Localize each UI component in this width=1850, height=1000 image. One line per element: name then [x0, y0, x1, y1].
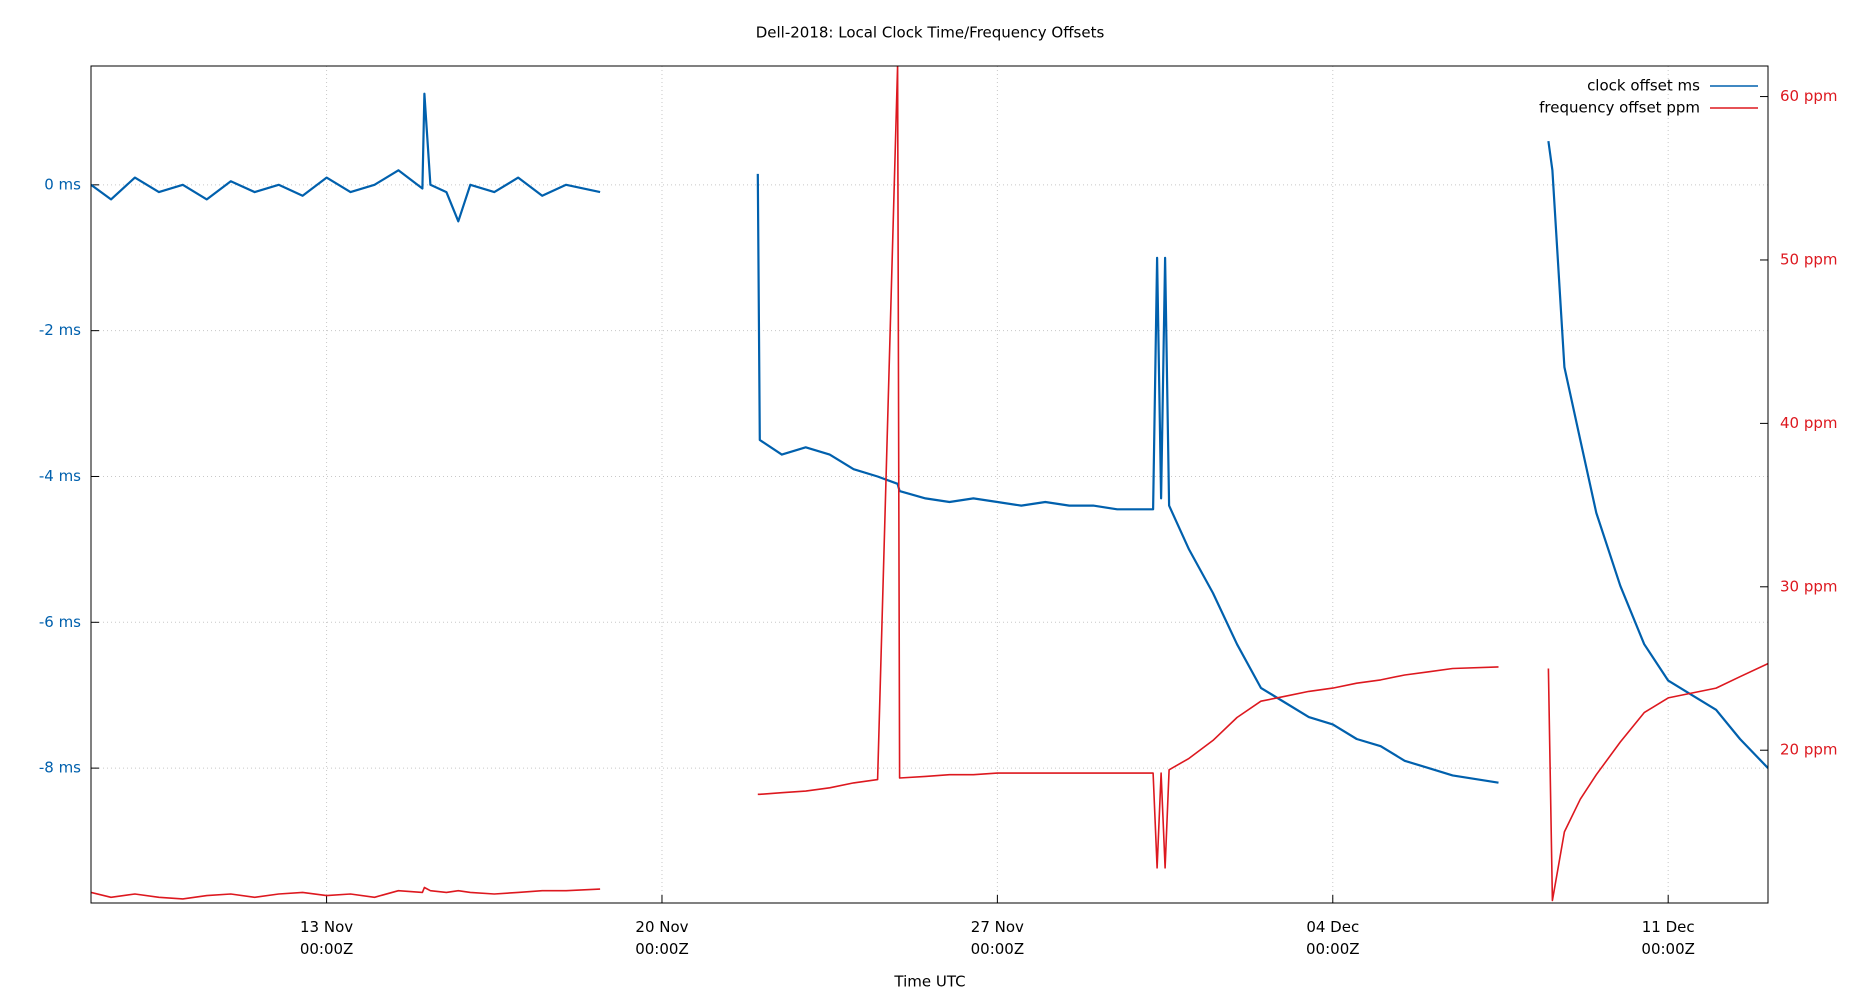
- legend-label: frequency offset ppm: [1539, 99, 1700, 117]
- y-tick-label: -6 ms: [39, 613, 81, 631]
- series-line: [91, 92, 1768, 784]
- x-tick-label: 11 Dec 00:00Z: [1641, 918, 1695, 958]
- y-tick-label: -8 ms: [39, 759, 81, 777]
- y2-tick-label: 40 ppm: [1780, 414, 1838, 432]
- plot-frame: [90, 65, 1769, 904]
- x-tick-label: 27 Nov 00:00Z: [971, 918, 1025, 958]
- chart-title: Dell-2018: Local Clock Time/Frequency Of…: [756, 24, 1105, 42]
- y2-tick-label: 60 ppm: [1780, 87, 1838, 105]
- y-tick-label: -4 ms: [39, 467, 81, 485]
- y2-tick-label: 50 ppm: [1780, 250, 1838, 268]
- x-tick-label: 04 Dec 00:00Z: [1306, 918, 1360, 958]
- y2-tick-label: 30 ppm: [1780, 577, 1838, 595]
- x-axis-title: Time UTC: [893, 973, 965, 991]
- x-tick-label: 20 Nov 00:00Z: [635, 918, 689, 958]
- y2-tick-label: 20 ppm: [1780, 741, 1838, 759]
- series-line: [91, 66, 1768, 902]
- y-tick-label: -2 ms: [39, 321, 81, 339]
- legend-label: clock offset ms: [1587, 77, 1700, 95]
- y-tick-label: 0 ms: [44, 175, 81, 193]
- x-tick-label: 13 Nov 00:00Z: [300, 918, 354, 958]
